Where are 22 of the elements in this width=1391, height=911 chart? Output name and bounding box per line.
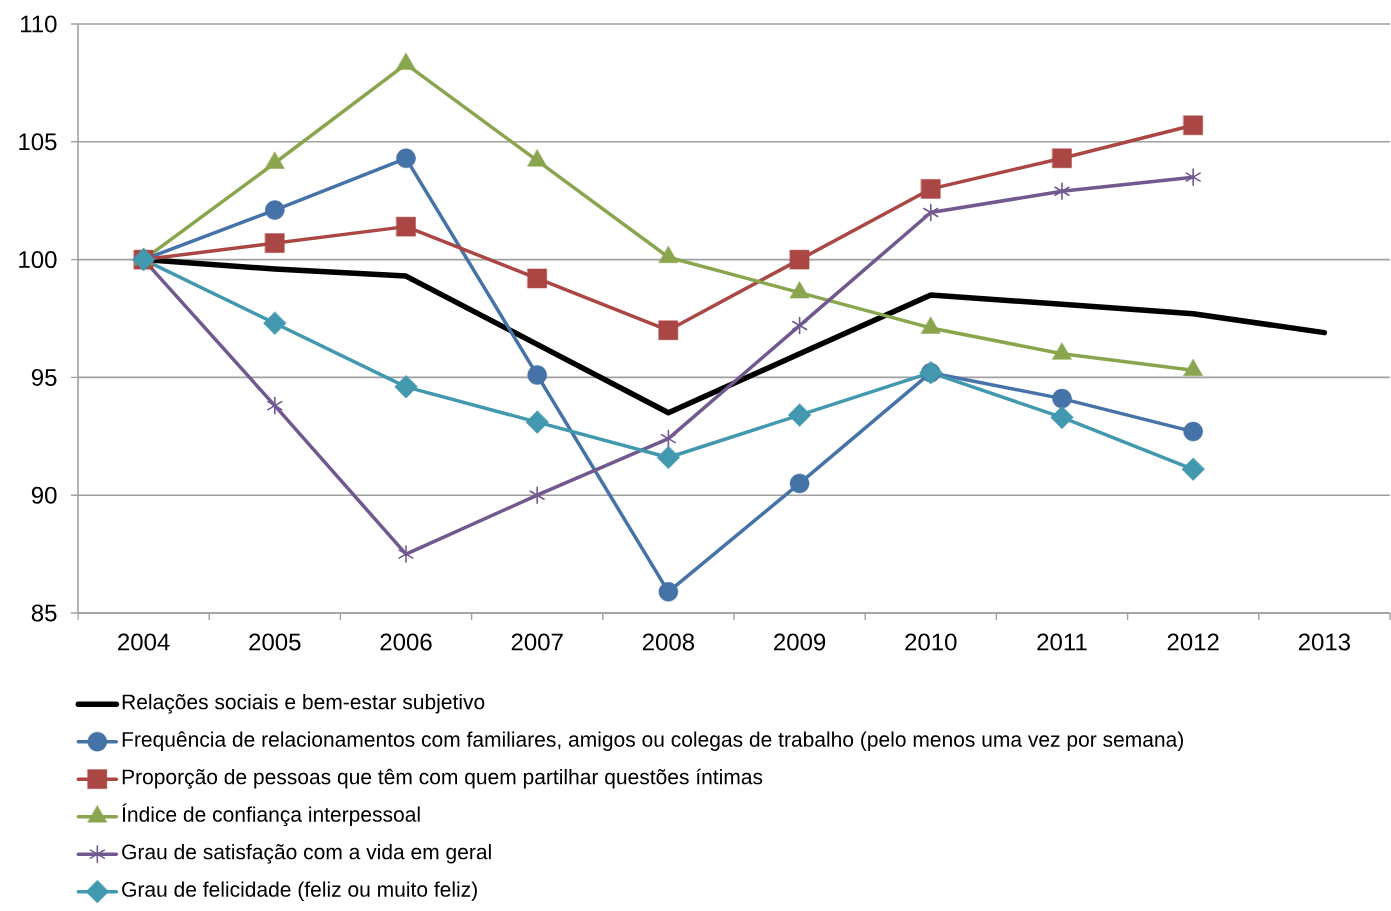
y-tick-label: 105 bbox=[19, 133, 57, 151]
y-tick-label: 95 bbox=[31, 368, 57, 386]
legend-label: Índice de confiança interpessoal bbox=[122, 803, 420, 827]
x-tick-label: 2007 bbox=[511, 633, 563, 651]
x-tick-label: 2004 bbox=[118, 633, 170, 651]
y-tick-label: 90 bbox=[31, 486, 57, 504]
legend-label: Frequência de relacionamentos com familiares, amigos ou colegas de trabalho (pelo menos uma vez por semana) bbox=[122, 731, 1183, 751]
x-tick-label: 2012 bbox=[1167, 633, 1219, 651]
x-tick-label: 2006 bbox=[380, 633, 432, 651]
x-tick-label: 2005 bbox=[249, 633, 301, 651]
legend-label: Grau de felicidade (feliz ou muito feliz) bbox=[122, 881, 477, 901]
legend-label: Grau de satisfação com a vida em geral bbox=[122, 843, 491, 864]
x-tick-label: 2010 bbox=[905, 633, 957, 651]
legend-label: Relações sociais e bem-estar subjetivo bbox=[122, 693, 485, 714]
x-tick-label: 2009 bbox=[774, 633, 826, 651]
y-tick-label: 85 bbox=[31, 604, 57, 622]
x-tick-label: 2008 bbox=[642, 633, 695, 651]
y-tick-label: 100 bbox=[19, 251, 57, 269]
y-tick-label: 110 bbox=[21, 15, 57, 33]
legend-label: Proporção de pessoas que têm com quem partilhar questões íntimas bbox=[122, 768, 763, 789]
x-tick-label: 2011 bbox=[1037, 633, 1087, 651]
x-tick-label: 2013 bbox=[1298, 633, 1350, 651]
